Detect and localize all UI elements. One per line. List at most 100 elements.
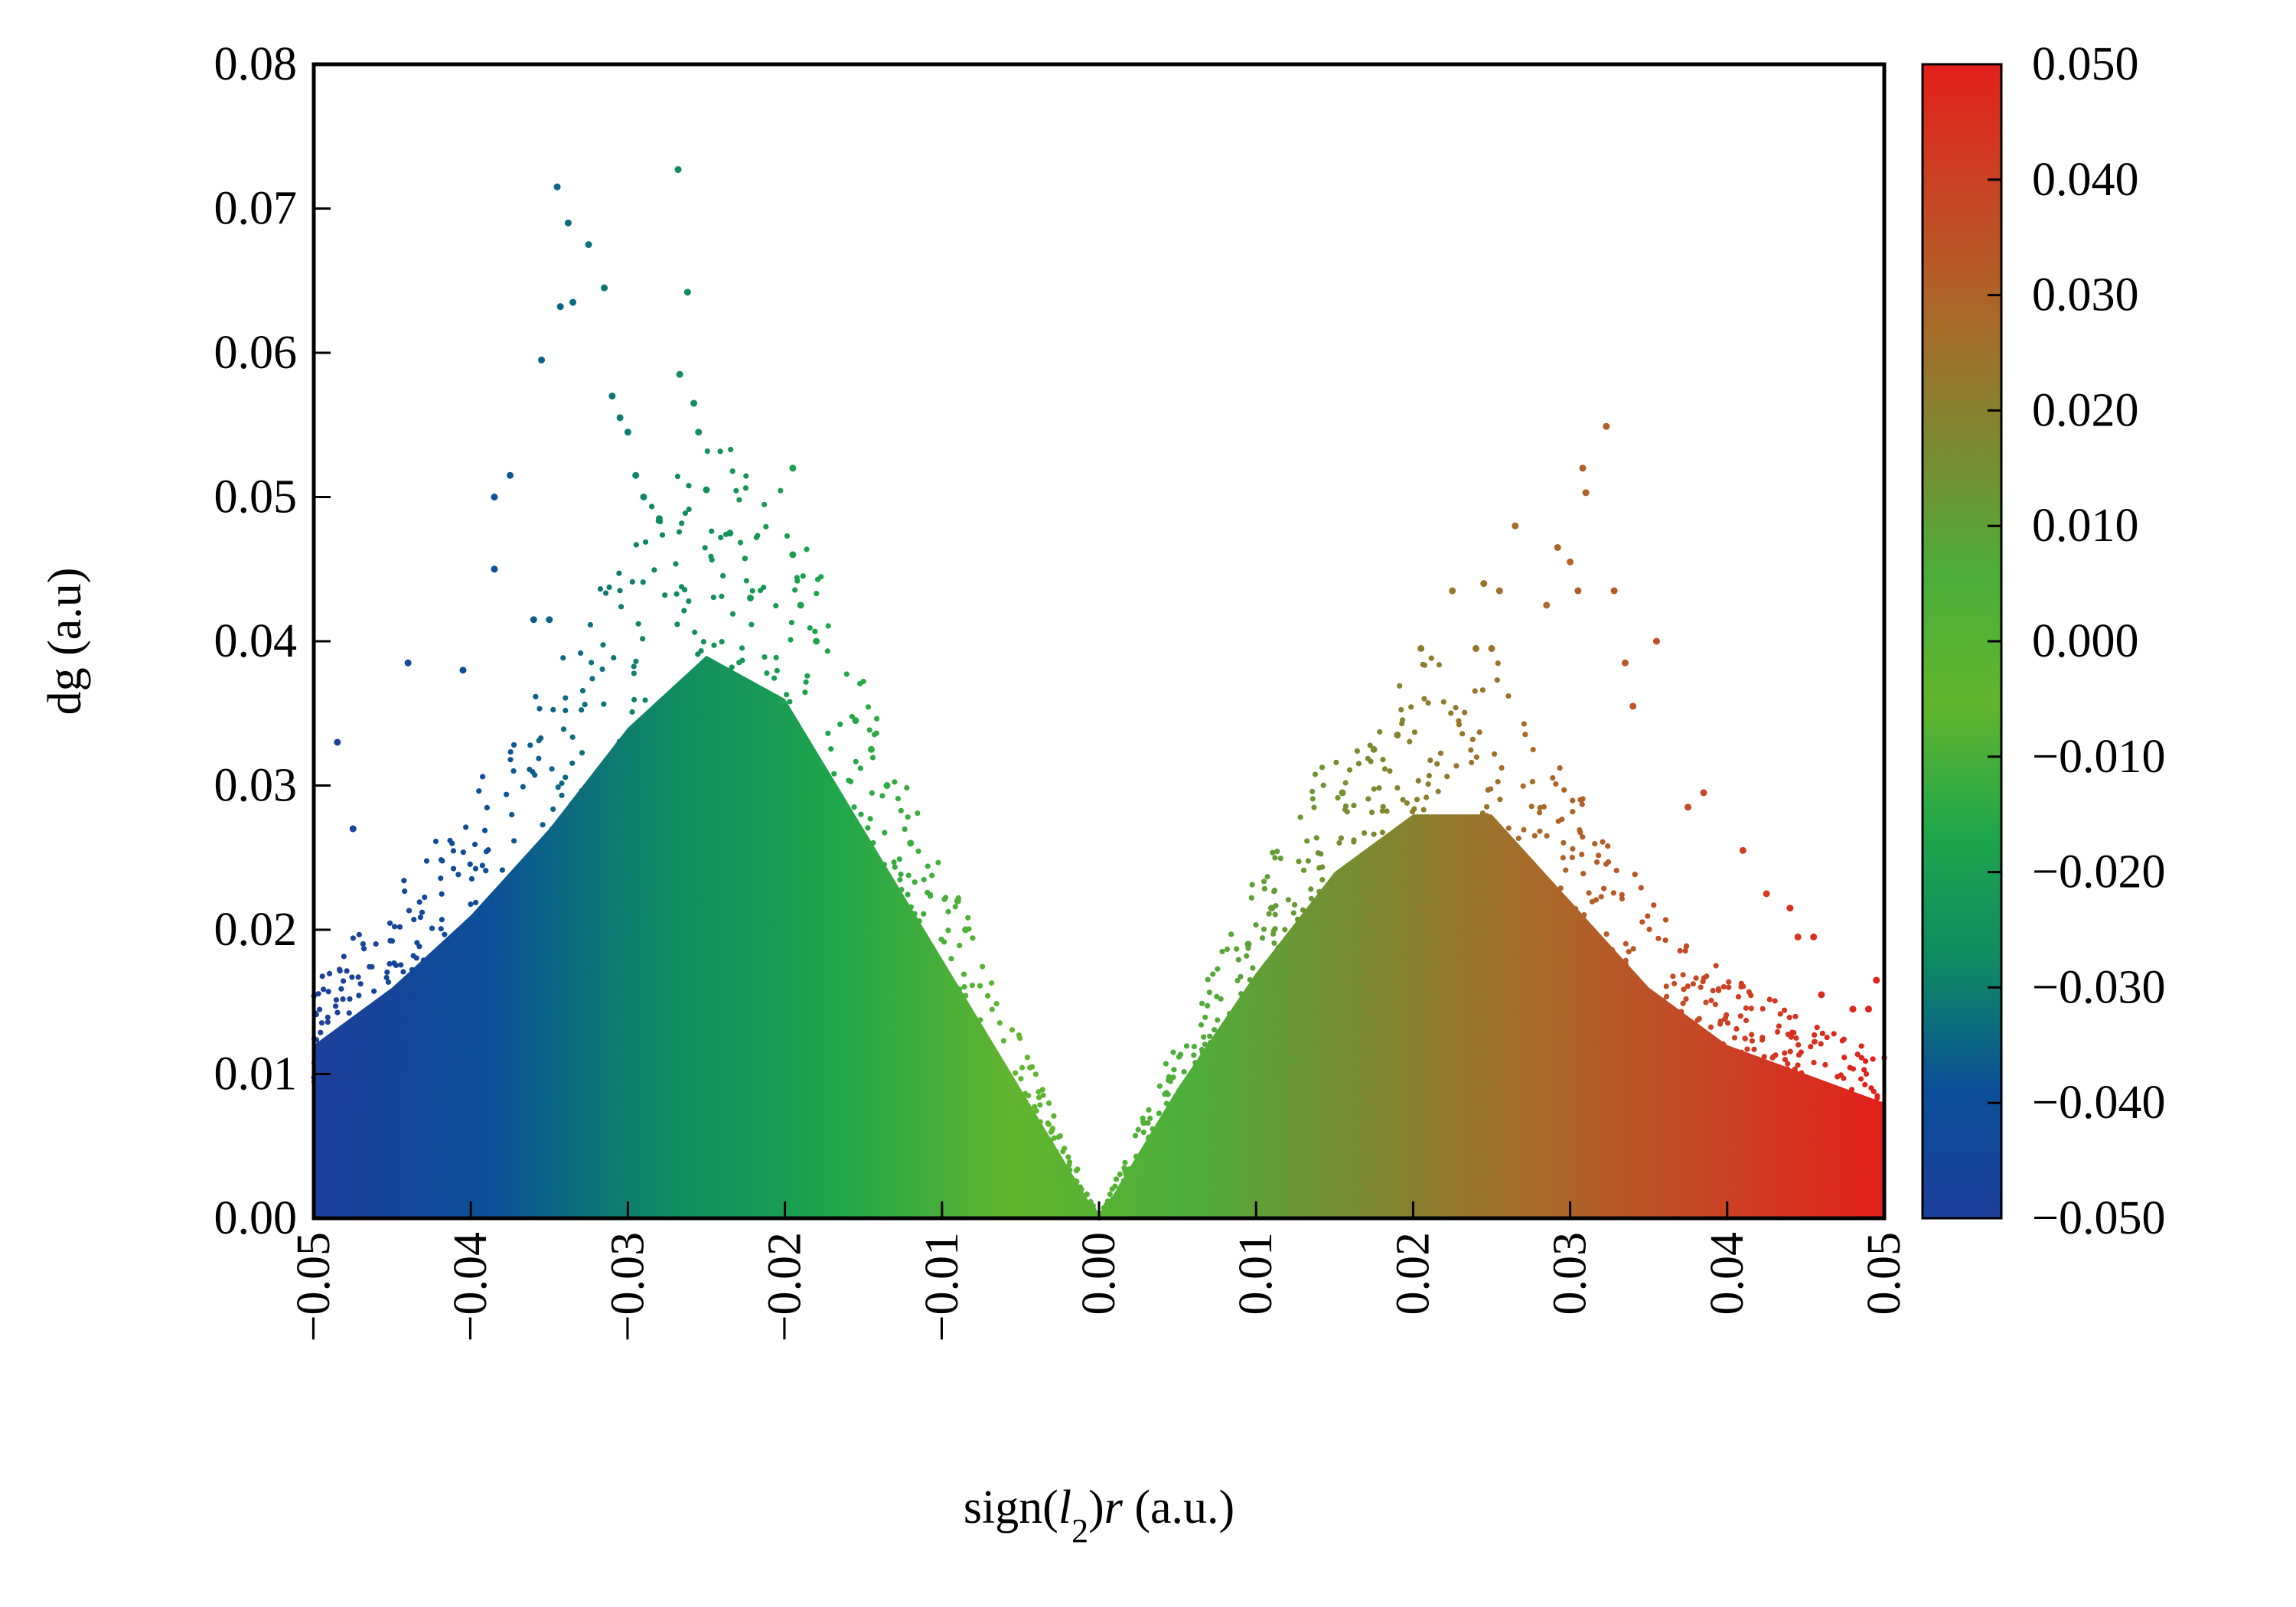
data-point [1483, 804, 1490, 810]
data-point [1705, 1034, 1711, 1040]
data-point [463, 824, 469, 830]
data-point [1168, 1121, 1174, 1127]
data-point [630, 923, 636, 929]
data-point [1171, 1067, 1177, 1073]
data-point [1109, 1186, 1115, 1192]
data-point [1632, 974, 1638, 980]
data-point [1795, 1051, 1802, 1058]
data-point [807, 791, 814, 797]
data-point [1468, 747, 1474, 753]
data-point [479, 996, 485, 1003]
data-point [400, 969, 406, 975]
data-point [778, 817, 784, 824]
data-point [563, 707, 569, 714]
data-point [1424, 936, 1430, 942]
data-point [1300, 917, 1306, 924]
data-point [803, 931, 809, 937]
data-point [823, 779, 830, 786]
data-point [823, 944, 829, 950]
data-point [1531, 833, 1538, 839]
data-point [1222, 1070, 1228, 1077]
outlier-point [1495, 587, 1503, 595]
data-point [915, 1036, 922, 1043]
data-point [1326, 965, 1332, 971]
data-point [333, 1054, 339, 1060]
data-point [1728, 1048, 1734, 1054]
data-point [1746, 989, 1752, 995]
data-point [705, 895, 711, 901]
outlier-point [1652, 637, 1660, 645]
data-point [579, 688, 586, 694]
data-point [750, 892, 756, 898]
data-point [765, 710, 771, 716]
data-point [575, 904, 582, 910]
y-axis: 0.000.010.020.030.040.050.060.070.08 [214, 38, 331, 1244]
data-point [1763, 1128, 1769, 1134]
data-point [775, 853, 781, 859]
data-point [1184, 1079, 1190, 1085]
data-point [918, 928, 924, 934]
data-point [1796, 1107, 1802, 1113]
data-point [1287, 966, 1293, 972]
data-point [1300, 907, 1306, 913]
data-point [1254, 1005, 1260, 1011]
data-point [1835, 1074, 1841, 1080]
data-point [569, 734, 576, 740]
data-point [657, 732, 663, 738]
data-point [380, 1083, 387, 1089]
data-point [456, 964, 462, 970]
data-point [852, 888, 858, 895]
data-point [1308, 895, 1315, 901]
data-point [1434, 840, 1441, 846]
data-point [1238, 1001, 1244, 1008]
data-point [585, 892, 592, 898]
data-point [1453, 763, 1459, 769]
data-point [1793, 1035, 1799, 1041]
data-point [332, 1003, 339, 1009]
data-point [1787, 1132, 1794, 1138]
data-point [422, 894, 428, 901]
outlier-point [695, 429, 703, 436]
data-point [1574, 924, 1580, 930]
data-point [1371, 852, 1378, 859]
data-point [897, 876, 903, 883]
data-point [1630, 946, 1636, 952]
outlier-point [1417, 644, 1425, 652]
data-point [429, 975, 435, 981]
data-point [333, 997, 340, 1003]
data-point [1831, 1120, 1837, 1126]
data-point [1744, 1046, 1750, 1052]
data-point [961, 984, 967, 990]
data-point [1133, 1175, 1139, 1182]
data-point [983, 1096, 990, 1102]
data-point [1473, 754, 1480, 761]
data-point [1775, 1107, 1781, 1114]
data-point [920, 986, 927, 993]
data-point [373, 940, 379, 947]
data-point [617, 588, 623, 594]
data-point [747, 905, 753, 911]
data-point [1847, 1064, 1853, 1071]
data-point [832, 804, 838, 810]
data-point [385, 979, 391, 985]
data-point [1440, 817, 1446, 824]
data-point [1259, 1051, 1265, 1058]
data-point [1368, 877, 1375, 883]
data-point [499, 867, 505, 873]
data-point [1740, 1074, 1746, 1080]
data-point [467, 861, 473, 867]
data-point [1189, 1073, 1195, 1079]
data-point [805, 947, 811, 953]
data-point [1569, 854, 1575, 861]
data-point [1795, 1134, 1801, 1140]
data-point [549, 766, 555, 772]
data-point [693, 713, 700, 719]
data-point [1019, 1131, 1025, 1137]
data-point [853, 880, 860, 886]
data-point [1862, 1058, 1869, 1064]
data-point [973, 1094, 979, 1100]
data-point [383, 1073, 389, 1079]
data-point [621, 915, 628, 921]
data-point [445, 1027, 452, 1033]
data-point [521, 914, 527, 920]
